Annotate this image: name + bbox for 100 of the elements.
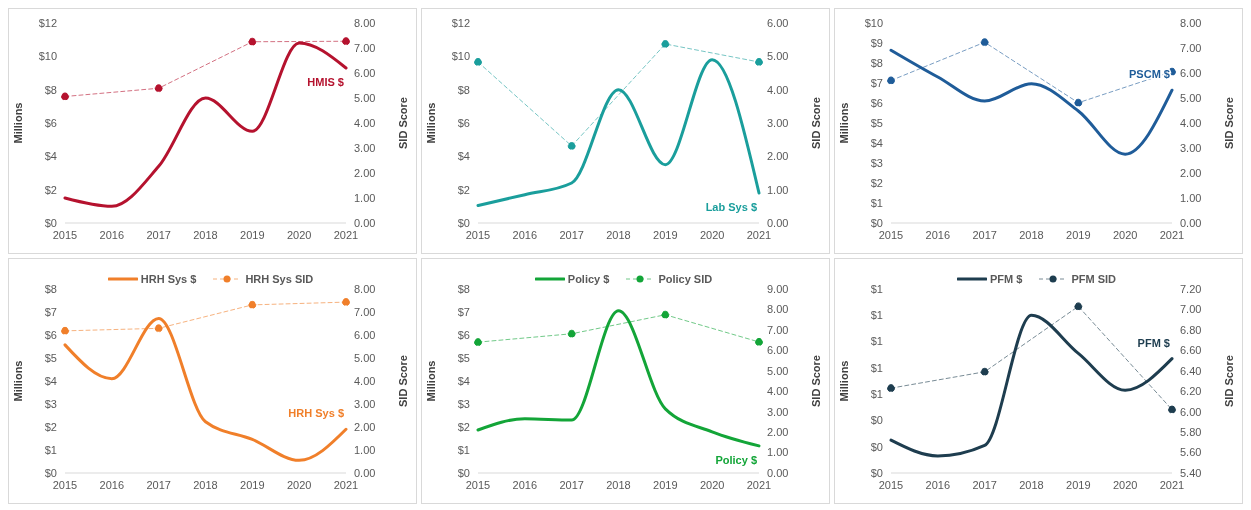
y-tick-label: $0 — [457, 466, 470, 479]
y2-tick-label: 2.00 — [354, 420, 376, 433]
x-tick-label: 2020 — [699, 478, 725, 491]
annotation: PSCM $ — [1129, 68, 1170, 81]
x-tick-label: 2017 — [559, 228, 584, 241]
x-tick-label: 2018 — [1019, 478, 1044, 491]
y2-tick-label: 0.00 — [1180, 216, 1202, 229]
point — [248, 300, 257, 309]
x-tick-label: 2019 — [653, 228, 678, 241]
y2-tick-label: 7.00 — [354, 41, 376, 54]
x-tick-label: 2015 — [52, 228, 78, 241]
y-tick-label: $2 — [870, 176, 883, 189]
y2-tick-label: 5.60 — [1180, 446, 1202, 459]
x-tick-label: 2021 — [1159, 228, 1185, 241]
y-axis-title: Millions — [837, 102, 850, 144]
x-tick-label: 2020 — [699, 228, 725, 241]
x-tick-label: 2021 — [746, 228, 772, 241]
y2-tick-label: 6.80 — [1180, 323, 1202, 336]
y-tick-label: $0 — [457, 216, 470, 229]
point — [980, 367, 989, 376]
y2-tick-label: 4.00 — [354, 374, 376, 387]
y-tick-label: $2 — [44, 420, 57, 433]
y-tick-label: $8 — [44, 83, 57, 96]
y-axis-title: Millions — [11, 102, 24, 144]
y2-tick-label: 4.00 — [767, 385, 789, 398]
y-tick-label: $3 — [457, 397, 470, 410]
y2-tick-label: 3.00 — [1180, 141, 1202, 154]
point — [61, 326, 69, 335]
x-tick-label: 2016 — [512, 478, 538, 491]
y2-tick-label: 4.00 — [1180, 116, 1202, 129]
point — [887, 384, 895, 393]
x-tick-label: 2018 — [193, 478, 218, 491]
y2-tick-label: 2.00 — [767, 150, 789, 163]
y2-axis-title: SID Score — [809, 355, 822, 407]
y-tick-label: $0 — [870, 466, 883, 479]
y2-tick-label: 2.00 — [767, 426, 789, 439]
y2-axis-title: SID Score — [809, 97, 822, 149]
y2-tick-label: 1.00 — [354, 191, 376, 204]
line-series — [63, 316, 348, 462]
y2-tick-label: 6.00 — [767, 16, 789, 29]
x-tick-label: 2021 — [333, 228, 359, 241]
x-tick-label: 2017 — [559, 478, 584, 491]
x-tick-label: 2017 — [146, 228, 171, 241]
x-tick-label: 2016 — [99, 228, 125, 241]
point — [661, 310, 670, 319]
legend-label: PFM SID — [1071, 273, 1117, 285]
y2-axis-title: SID Score — [396, 97, 409, 149]
annotation: Lab Sys $ — [705, 201, 757, 213]
y2-tick-label: 4.00 — [767, 83, 789, 96]
legend-label: HRH Sys $ — [140, 273, 197, 285]
point — [1074, 302, 1083, 311]
y-tick-label: $9 — [870, 36, 883, 49]
y-tick-label: $6 — [870, 96, 883, 109]
y-tick-label: $10 — [864, 16, 883, 29]
y-tick-label: $7 — [870, 76, 883, 89]
point — [1074, 98, 1083, 107]
y-axis-title: Millions — [424, 360, 437, 402]
x-tick-label: 2021 — [333, 478, 359, 491]
point — [887, 76, 895, 85]
x-tick-label: 2021 — [1159, 478, 1185, 491]
y2-tick-label: 7.00 — [767, 323, 789, 336]
y-tick-label: $1 — [870, 335, 883, 348]
x-tick-label: 2020 — [1112, 478, 1138, 491]
y-tick-label: $6 — [44, 328, 57, 341]
point — [1168, 405, 1176, 414]
line-series — [63, 41, 348, 208]
y-tick-label: $7 — [44, 305, 57, 318]
y2-tick-label: 7.20 — [1180, 282, 1202, 295]
legend-label: Policy SID — [658, 273, 713, 285]
y2-tick-label: 5.00 — [767, 364, 789, 377]
y2-tick-label: 4.00 — [354, 116, 376, 129]
y2-tick-label: 9.00 — [767, 282, 789, 295]
y2-tick-label: 1.00 — [767, 446, 789, 459]
y2-tick-label: 7.00 — [1180, 41, 1202, 54]
y-tick-label: $3 — [870, 156, 883, 169]
point — [342, 37, 350, 46]
y-tick-label: $1 — [870, 282, 883, 295]
y2-axis-title: SID Score — [396, 355, 409, 407]
y-tick-label: $5 — [44, 351, 57, 364]
x-tick-label: 2016 — [99, 478, 125, 491]
y2-tick-label: 6.00 — [354, 66, 376, 79]
y2-tick-label: 8.00 — [354, 282, 376, 295]
point — [661, 40, 670, 48]
x-tick-label: 2016 — [512, 228, 538, 241]
y2-tick-label: 6.00 — [1180, 405, 1202, 418]
y2-tick-label: 5.40 — [1180, 466, 1202, 479]
y2-tick-label: 5.00 — [1180, 91, 1202, 104]
line-series — [889, 48, 1174, 156]
y-tick-label: $0 — [44, 466, 57, 479]
annotation: HMIS $ — [307, 76, 344, 88]
x-tick-label: 2015 — [878, 228, 904, 241]
y-tick-label: $0 — [870, 216, 883, 229]
y-tick-label: $6 — [457, 116, 470, 129]
y2-tick-label: 1.00 — [1180, 191, 1202, 204]
y-tick-label: $5 — [870, 116, 883, 129]
y-tick-label: $4 — [44, 374, 57, 387]
x-tick-label: 2019 — [1066, 478, 1091, 491]
y2-tick-label: 7.00 — [1180, 303, 1202, 316]
y-tick-label: $12 — [451, 16, 470, 29]
y2-tick-label: 2.00 — [1180, 166, 1202, 179]
